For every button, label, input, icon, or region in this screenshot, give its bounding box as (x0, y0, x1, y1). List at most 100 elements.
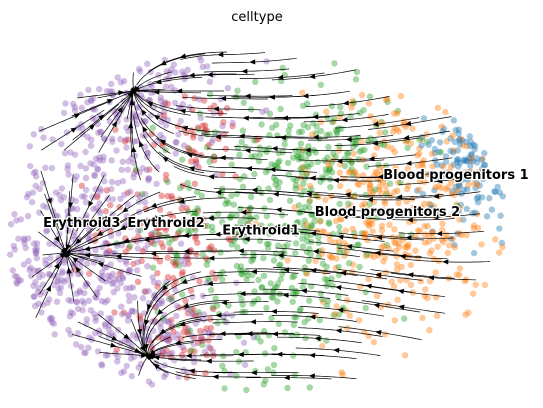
scatter-point (109, 330, 115, 336)
scatter-point (419, 142, 425, 148)
scatter-point (98, 361, 104, 367)
streamline-arrowhead (284, 375, 290, 380)
scatter-point (151, 279, 157, 285)
scatter-point (323, 108, 329, 114)
scatter-point (434, 313, 440, 319)
scatter-point (361, 231, 367, 237)
scatter-point (463, 158, 469, 164)
scatter-point (346, 169, 352, 175)
scatter-point (333, 303, 339, 309)
scatter-point (238, 296, 244, 302)
scatter-point (426, 327, 432, 333)
scatter-point (416, 187, 422, 193)
scatter-point (93, 156, 99, 162)
scatter-point (489, 206, 495, 212)
scatter-point (368, 113, 374, 119)
scatter-point (64, 277, 70, 283)
scatter-point (42, 165, 48, 171)
scatter-point (440, 239, 446, 245)
scatter-point (377, 130, 383, 136)
scatter-point (215, 211, 221, 217)
scatter-point (59, 185, 65, 191)
scatter-point (49, 315, 55, 321)
scatter-point (59, 270, 65, 276)
scatter-point (109, 139, 115, 145)
scatter-point (77, 287, 83, 293)
streamline-arrowhead (189, 73, 195, 78)
scatter-point (121, 192, 127, 198)
scatter-point (471, 222, 477, 228)
streamline-arrowhead (249, 59, 255, 64)
scatter-point (481, 150, 487, 156)
scatter-point (83, 175, 89, 181)
scatter-point (88, 307, 94, 313)
scatter-point (103, 249, 109, 255)
scatter-point (267, 197, 273, 203)
scatter-point (496, 225, 502, 231)
scatter-point (85, 87, 91, 93)
scatter-point (280, 65, 286, 71)
scatter-point (181, 142, 187, 148)
scatter-point (234, 263, 240, 269)
scatter-point (260, 255, 266, 261)
scatter-point (236, 152, 242, 158)
scatter-point (114, 358, 120, 364)
scatter-point (144, 61, 150, 67)
streamline-arrowhead (151, 203, 158, 208)
scatter-point (179, 291, 185, 297)
scatter-point (237, 206, 243, 212)
scatter-point (192, 235, 198, 241)
scatter-point (176, 263, 182, 269)
streamline-arrowhead (208, 174, 214, 179)
scatter-point (80, 307, 86, 313)
scatter-point (298, 192, 304, 198)
scatter-point (109, 281, 115, 287)
scatter-point (137, 316, 143, 322)
scatter-point (21, 261, 27, 267)
scatter-point (175, 131, 181, 137)
scatter-point (31, 240, 37, 246)
streamline-arrowhead (162, 157, 168, 163)
cluster-label: Erythroid1 (222, 223, 299, 238)
scatter-point (56, 192, 62, 198)
scatter-point (207, 91, 213, 97)
scatter-point (353, 76, 359, 82)
scatter-point (327, 131, 333, 137)
scatter-point (496, 249, 502, 255)
scatter-point (449, 133, 455, 139)
scatter-point (119, 274, 125, 280)
scatter-point (405, 244, 411, 250)
scatter-point (332, 311, 338, 317)
scatter-point (210, 137, 216, 143)
scatter-point (482, 282, 488, 288)
scatter-point (291, 322, 297, 328)
streamline-arrowhead (206, 359, 212, 364)
scatter-point (307, 183, 313, 189)
scatter-point (62, 150, 68, 156)
scatter-point (381, 243, 387, 249)
scatter-point (267, 111, 273, 117)
scatter-point (336, 230, 342, 236)
scatter-point (371, 339, 377, 345)
scatter-point (220, 119, 226, 125)
scatter-point (270, 287, 276, 293)
scatter-point (437, 139, 443, 145)
scatter-point (196, 278, 202, 284)
scatter-point (88, 97, 94, 103)
scatter-point (438, 149, 444, 155)
scatter-point (450, 235, 456, 241)
scatter-point (231, 201, 237, 207)
scatter-point (191, 341, 197, 347)
scatter-point (107, 273, 113, 279)
streamline-arrowhead (128, 122, 133, 128)
scatter-point (475, 194, 481, 200)
scatter-point (468, 139, 474, 145)
scatter-point (337, 104, 343, 110)
streamline-arrowhead (243, 116, 249, 121)
scatter-point (207, 79, 213, 85)
scatter-point (469, 210, 475, 216)
scatter-point (422, 286, 428, 292)
scatter-point (157, 258, 163, 264)
scatter-point (165, 193, 171, 199)
scatter-point (194, 205, 200, 211)
